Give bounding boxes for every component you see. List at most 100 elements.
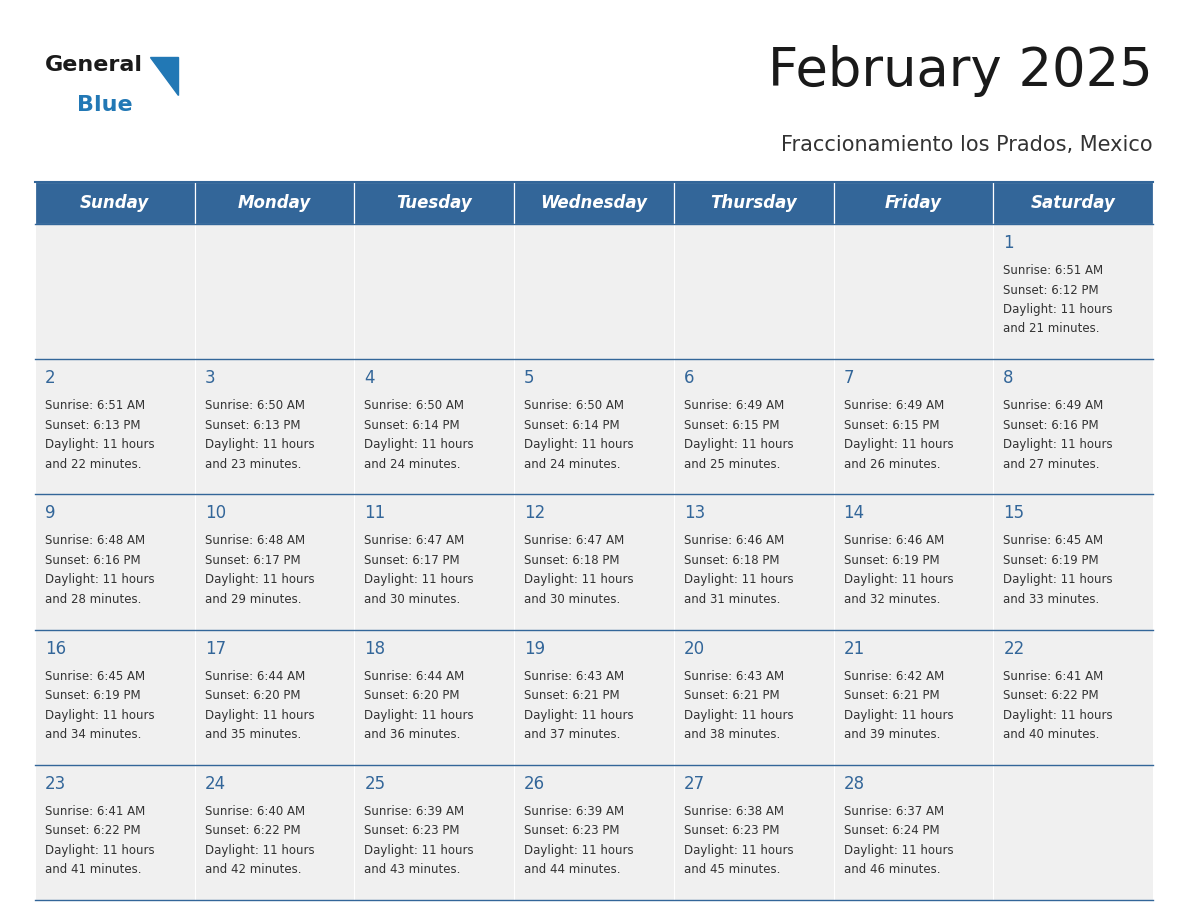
Text: Sunrise: 6:48 AM: Sunrise: 6:48 AM — [45, 534, 145, 547]
Text: Sunset: 6:20 PM: Sunset: 6:20 PM — [365, 689, 460, 702]
Bar — [354, 182, 514, 224]
Text: 13: 13 — [684, 504, 706, 522]
Text: 8: 8 — [1004, 369, 1013, 387]
Text: Sunrise: 6:41 AM: Sunrise: 6:41 AM — [45, 805, 145, 818]
Text: and 43 minutes.: and 43 minutes. — [365, 863, 461, 877]
Text: 18: 18 — [365, 640, 386, 657]
Text: 28: 28 — [843, 775, 865, 793]
Bar — [834, 224, 993, 359]
Text: Sunset: 6:21 PM: Sunset: 6:21 PM — [843, 689, 940, 702]
Text: Sunrise: 6:49 AM: Sunrise: 6:49 AM — [843, 399, 943, 412]
Text: Sunrise: 6:43 AM: Sunrise: 6:43 AM — [524, 669, 624, 683]
Text: and 45 minutes.: and 45 minutes. — [684, 863, 781, 877]
Text: Sunset: 6:21 PM: Sunset: 6:21 PM — [684, 689, 779, 702]
Text: 27: 27 — [684, 775, 704, 793]
Text: Daylight: 11 hours: Daylight: 11 hours — [684, 844, 794, 856]
Text: Sunrise: 6:50 AM: Sunrise: 6:50 AM — [365, 399, 465, 412]
Text: Daylight: 11 hours: Daylight: 11 hours — [45, 844, 154, 856]
Bar — [195, 630, 354, 765]
Text: and 27 minutes.: and 27 minutes. — [1004, 458, 1100, 471]
Text: Sunrise: 6:43 AM: Sunrise: 6:43 AM — [684, 669, 784, 683]
Text: Sunset: 6:14 PM: Sunset: 6:14 PM — [524, 419, 620, 431]
Text: Daylight: 11 hours: Daylight: 11 hours — [524, 438, 633, 452]
Text: Sunset: 6:21 PM: Sunset: 6:21 PM — [524, 689, 620, 702]
Text: Monday: Monday — [238, 194, 311, 212]
Text: February 2025: February 2025 — [769, 45, 1154, 97]
Text: 17: 17 — [204, 640, 226, 657]
Text: 6: 6 — [684, 369, 694, 387]
Text: Sunset: 6:22 PM: Sunset: 6:22 PM — [204, 824, 301, 837]
Text: Sunrise: 6:40 AM: Sunrise: 6:40 AM — [204, 805, 305, 818]
Text: Fraccionamiento los Prados, Mexico: Fraccionamiento los Prados, Mexico — [782, 135, 1154, 155]
Text: Sunrise: 6:50 AM: Sunrise: 6:50 AM — [524, 399, 624, 412]
Bar — [834, 495, 993, 630]
Bar — [34, 224, 195, 359]
Text: Daylight: 11 hours: Daylight: 11 hours — [204, 709, 315, 722]
Bar — [834, 182, 993, 224]
Bar — [195, 224, 354, 359]
Text: and 30 minutes.: and 30 minutes. — [365, 593, 461, 606]
Bar — [34, 765, 195, 900]
Text: Sunset: 6:15 PM: Sunset: 6:15 PM — [684, 419, 779, 431]
Text: Daylight: 11 hours: Daylight: 11 hours — [1004, 303, 1113, 316]
Text: and 39 minutes.: and 39 minutes. — [843, 728, 940, 741]
Bar — [514, 630, 674, 765]
Text: 15: 15 — [1004, 504, 1024, 522]
Text: Daylight: 11 hours: Daylight: 11 hours — [524, 709, 633, 722]
Text: and 24 minutes.: and 24 minutes. — [524, 458, 620, 471]
Text: Daylight: 11 hours: Daylight: 11 hours — [45, 438, 154, 452]
Text: Sunrise: 6:37 AM: Sunrise: 6:37 AM — [843, 805, 943, 818]
Bar — [195, 359, 354, 495]
Text: Sunset: 6:13 PM: Sunset: 6:13 PM — [45, 419, 140, 431]
Text: Sunrise: 6:48 AM: Sunrise: 6:48 AM — [204, 534, 305, 547]
Text: Sunrise: 6:51 AM: Sunrise: 6:51 AM — [45, 399, 145, 412]
Text: Sunset: 6:18 PM: Sunset: 6:18 PM — [684, 554, 779, 567]
Text: and 30 minutes.: and 30 minutes. — [524, 593, 620, 606]
Bar — [834, 359, 993, 495]
Text: Sunset: 6:18 PM: Sunset: 6:18 PM — [524, 554, 620, 567]
Text: Sunset: 6:22 PM: Sunset: 6:22 PM — [45, 824, 140, 837]
Text: Daylight: 11 hours: Daylight: 11 hours — [684, 709, 794, 722]
Text: General: General — [45, 55, 143, 75]
Text: Sunrise: 6:47 AM: Sunrise: 6:47 AM — [365, 534, 465, 547]
Text: 3: 3 — [204, 369, 215, 387]
Text: Daylight: 11 hours: Daylight: 11 hours — [684, 438, 794, 452]
Text: Sunset: 6:24 PM: Sunset: 6:24 PM — [843, 824, 940, 837]
Text: Daylight: 11 hours: Daylight: 11 hours — [1004, 438, 1113, 452]
Bar — [34, 630, 195, 765]
Text: Tuesday: Tuesday — [397, 194, 472, 212]
Bar — [34, 495, 195, 630]
Text: Friday: Friday — [885, 194, 942, 212]
Bar — [514, 224, 674, 359]
Text: and 42 minutes.: and 42 minutes. — [204, 863, 302, 877]
Bar — [993, 224, 1154, 359]
Text: Sunset: 6:23 PM: Sunset: 6:23 PM — [524, 824, 620, 837]
Text: and 31 minutes.: and 31 minutes. — [684, 593, 781, 606]
Text: Sunset: 6:12 PM: Sunset: 6:12 PM — [1004, 284, 1099, 297]
Text: Daylight: 11 hours: Daylight: 11 hours — [684, 574, 794, 587]
Text: Daylight: 11 hours: Daylight: 11 hours — [204, 844, 315, 856]
Text: 2: 2 — [45, 369, 56, 387]
Text: Sunset: 6:20 PM: Sunset: 6:20 PM — [204, 689, 301, 702]
Text: and 35 minutes.: and 35 minutes. — [204, 728, 301, 741]
Text: and 21 minutes.: and 21 minutes. — [1004, 322, 1100, 335]
Text: Daylight: 11 hours: Daylight: 11 hours — [843, 438, 953, 452]
Text: and 37 minutes.: and 37 minutes. — [524, 728, 620, 741]
Bar — [354, 630, 514, 765]
Polygon shape — [150, 57, 178, 95]
Bar — [354, 224, 514, 359]
Text: Blue: Blue — [77, 95, 133, 115]
Text: Sunrise: 6:47 AM: Sunrise: 6:47 AM — [524, 534, 625, 547]
Text: Daylight: 11 hours: Daylight: 11 hours — [45, 574, 154, 587]
Bar — [514, 359, 674, 495]
Text: Sunrise: 6:49 AM: Sunrise: 6:49 AM — [1004, 399, 1104, 412]
Text: 7: 7 — [843, 369, 854, 387]
Text: Sunrise: 6:44 AM: Sunrise: 6:44 AM — [204, 669, 305, 683]
Text: 16: 16 — [45, 640, 67, 657]
Text: 24: 24 — [204, 775, 226, 793]
Text: and 33 minutes.: and 33 minutes. — [1004, 593, 1100, 606]
Bar — [674, 765, 834, 900]
Text: 14: 14 — [843, 504, 865, 522]
Text: 11: 11 — [365, 504, 386, 522]
Text: Daylight: 11 hours: Daylight: 11 hours — [843, 844, 953, 856]
